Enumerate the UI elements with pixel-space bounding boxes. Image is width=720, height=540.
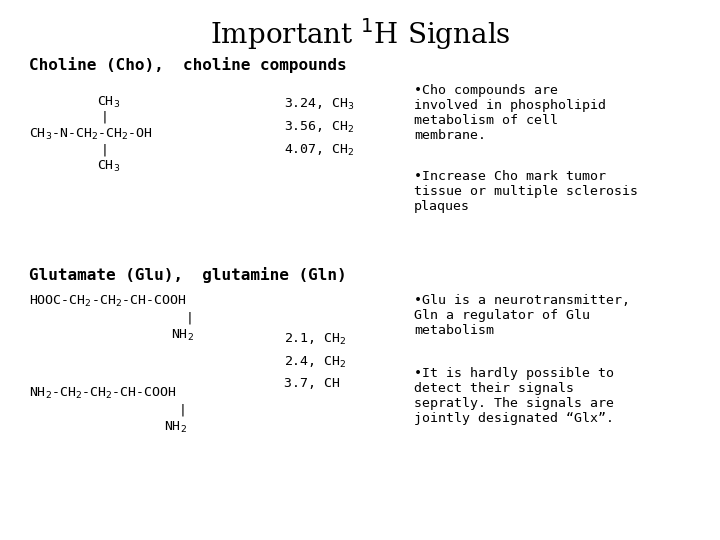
Text: 2.1, CH$_2$: 2.1, CH$_2$ (284, 332, 347, 347)
Text: |: | (179, 403, 186, 416)
Text: 3.56, CH$_2$: 3.56, CH$_2$ (284, 120, 355, 135)
Text: Choline (Cho),  choline compounds: Choline (Cho), choline compounds (29, 57, 346, 73)
Text: 2.4, CH$_2$: 2.4, CH$_2$ (284, 355, 347, 370)
Text: 4.07, CH$_2$: 4.07, CH$_2$ (284, 143, 355, 158)
Text: Important $^1$H Signals: Important $^1$H Signals (210, 16, 510, 52)
Text: •Increase Cho mark tumor
tissue or multiple sclerosis
plaques: •Increase Cho mark tumor tissue or multi… (414, 170, 638, 213)
Text: CH$_3$: CH$_3$ (97, 94, 120, 110)
Text: CH$_3$-N-CH$_2$-CH$_2$-OH: CH$_3$-N-CH$_2$-CH$_2$-OH (29, 127, 153, 142)
Text: |: | (101, 111, 109, 124)
Text: •It is hardly possible to
detect their signals
sepratly. The signals are
jointly: •It is hardly possible to detect their s… (414, 367, 614, 425)
Text: NH$_2$-CH$_2$-CH$_2$-CH-COOH: NH$_2$-CH$_2$-CH$_2$-CH-COOH (29, 386, 176, 401)
Text: 3.7, CH: 3.7, CH (284, 377, 341, 390)
Text: NH$_2$: NH$_2$ (164, 420, 187, 435)
Text: |: | (186, 312, 194, 325)
Text: Glutamate (Glu),  glutamine (Gln): Glutamate (Glu), glutamine (Gln) (29, 267, 346, 284)
Text: 3.24, CH$_3$: 3.24, CH$_3$ (284, 97, 356, 112)
Text: CH$_3$: CH$_3$ (97, 159, 120, 174)
Text: NH$_2$: NH$_2$ (171, 328, 194, 343)
Text: •Cho compounds are
involved in phospholipid
metabolism of cell
membrane.: •Cho compounds are involved in phospholi… (414, 84, 606, 141)
Text: HOOC-CH$_2$-CH$_2$-CH-COOH: HOOC-CH$_2$-CH$_2$-CH-COOH (29, 294, 186, 309)
Text: •Glu is a neurotransmitter,
Gln a regulator of Glu
metabolism: •Glu is a neurotransmitter, Gln a regula… (414, 294, 630, 338)
Text: |: | (101, 143, 109, 156)
